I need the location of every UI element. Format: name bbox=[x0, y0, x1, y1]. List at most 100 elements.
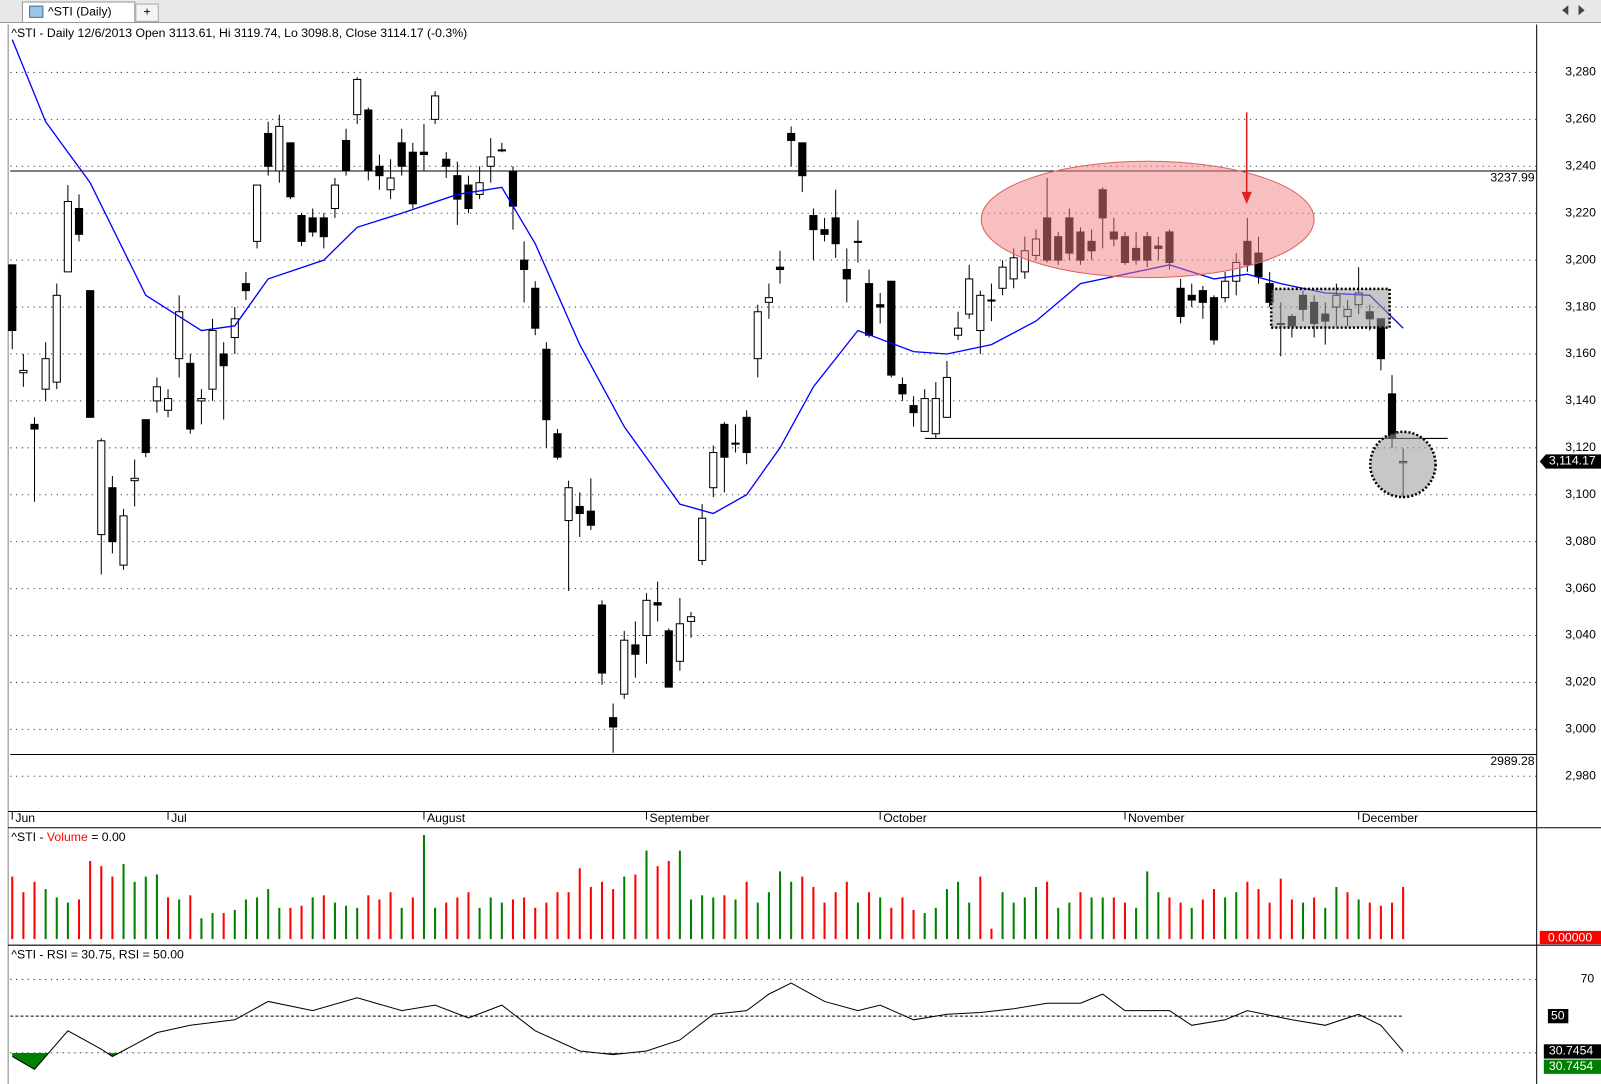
volume-bar bbox=[133, 881, 136, 940]
scroll-left[interactable] bbox=[1562, 5, 1569, 16]
candle-body bbox=[108, 487, 117, 543]
candle-body bbox=[976, 294, 985, 332]
rsi-last-box bbox=[1543, 1059, 1601, 1074]
candle-body bbox=[152, 386, 161, 402]
volume-bar bbox=[845, 881, 848, 940]
volume-title-suffix: = 0.00 bbox=[88, 830, 126, 844]
y-tick-label: 3,080 bbox=[1565, 534, 1596, 548]
volume-bar bbox=[567, 892, 570, 940]
x-tick-label: August bbox=[427, 811, 466, 825]
volume-bar bbox=[89, 860, 92, 940]
candle-body bbox=[531, 287, 540, 329]
candle-body bbox=[675, 623, 684, 662]
tab-icon bbox=[29, 5, 44, 18]
volume-bar bbox=[22, 892, 25, 940]
scroll-right[interactable] bbox=[1578, 5, 1585, 16]
candle-body bbox=[86, 290, 95, 418]
candle-body bbox=[186, 362, 195, 430]
volume-bar bbox=[945, 889, 948, 940]
volume-bar bbox=[934, 907, 937, 940]
volume-bar bbox=[278, 907, 281, 940]
candle-body bbox=[564, 487, 573, 522]
y-tick-label: 3,200 bbox=[1565, 252, 1596, 266]
candle-body bbox=[41, 358, 50, 390]
volume-bar bbox=[100, 866, 103, 940]
y-tick-label: 3,220 bbox=[1565, 205, 1596, 219]
candle-body bbox=[197, 398, 206, 402]
volume-bar bbox=[1379, 905, 1382, 940]
volume-bar bbox=[1190, 907, 1193, 940]
volume-bar bbox=[1324, 907, 1327, 940]
volume-bar bbox=[200, 918, 203, 940]
candle-body bbox=[620, 639, 629, 695]
volume-bar bbox=[256, 897, 259, 940]
candle-body bbox=[1187, 294, 1196, 301]
moving-average bbox=[11, 39, 1404, 515]
candle-body bbox=[820, 229, 829, 235]
y-tick-label: 3,280 bbox=[1565, 65, 1596, 79]
volume-bar bbox=[1157, 892, 1160, 940]
candle-body bbox=[341, 139, 351, 172]
volume-bar bbox=[267, 889, 270, 940]
tab-bar bbox=[0, 0, 1601, 23]
rsi-last-label: 30.7454 bbox=[1549, 1044, 1593, 1058]
candle-body bbox=[252, 184, 262, 242]
volume-bar bbox=[1246, 881, 1249, 940]
candle-body bbox=[931, 398, 940, 435]
volume-bar bbox=[1212, 889, 1216, 940]
volume-bar bbox=[1034, 887, 1037, 940]
candle-body bbox=[19, 369, 28, 374]
y-tick-label: 3,180 bbox=[1565, 299, 1596, 313]
candle-body bbox=[364, 109, 373, 172]
candle-body bbox=[542, 348, 551, 421]
candle-body bbox=[497, 149, 506, 152]
volume-bar bbox=[66, 902, 69, 940]
volume-bar bbox=[1268, 902, 1271, 940]
volume-bar bbox=[1257, 889, 1260, 940]
volume-bar bbox=[1179, 902, 1182, 940]
volume-bar bbox=[968, 902, 971, 940]
y-tick-label: 3,140 bbox=[1565, 393, 1596, 407]
new-tab-button[interactable] bbox=[135, 3, 159, 22]
horizontal-line-label: 2989.28 bbox=[1490, 754, 1534, 768]
volume-bar bbox=[55, 897, 58, 940]
candle-body bbox=[853, 240, 863, 243]
volume-title: ^STI - Volume = 0.00 bbox=[11, 830, 126, 844]
volume-bar bbox=[1046, 881, 1049, 940]
tab[interactable] bbox=[21, 1, 136, 23]
highlight-ellipse bbox=[980, 160, 1315, 279]
y-tick-label: 3,160 bbox=[1565, 346, 1596, 360]
volume-bar bbox=[1146, 871, 1149, 940]
volume-bar bbox=[834, 892, 837, 940]
x-tick-label: November bbox=[1128, 811, 1185, 825]
volume-bar bbox=[400, 907, 403, 940]
consolidation-box bbox=[1269, 287, 1391, 329]
new-tab-icon[interactable]: + bbox=[143, 4, 150, 18]
candle-body bbox=[742, 416, 751, 454]
candle-body bbox=[731, 442, 740, 445]
y-tick-label: 3,240 bbox=[1565, 159, 1596, 173]
candle-body bbox=[631, 644, 640, 655]
x-tick-label: December bbox=[1362, 811, 1419, 825]
volume-bar bbox=[523, 897, 526, 940]
target-circle bbox=[1368, 430, 1437, 499]
candle-body bbox=[297, 215, 306, 242]
rsi-last-label: 30.7454 bbox=[1549, 1059, 1593, 1073]
candle-body bbox=[1387, 393, 1397, 439]
volume-bar bbox=[478, 907, 481, 940]
candle-body bbox=[764, 297, 773, 303]
candle-body bbox=[864, 283, 874, 336]
volume-bar bbox=[378, 899, 381, 940]
candle-body bbox=[97, 440, 106, 536]
candle-body bbox=[375, 165, 384, 177]
arrow-head bbox=[1241, 191, 1252, 205]
candle-body bbox=[230, 318, 239, 339]
last-price-marker bbox=[1539, 454, 1601, 469]
tab-label[interactable]: ^STI (Daily) bbox=[48, 4, 112, 18]
candle-body bbox=[130, 477, 139, 482]
candle-body bbox=[353, 78, 362, 116]
candle-body bbox=[1221, 280, 1230, 299]
volume-bar bbox=[422, 834, 425, 940]
candle-body bbox=[887, 280, 896, 376]
candle-body bbox=[987, 299, 996, 302]
